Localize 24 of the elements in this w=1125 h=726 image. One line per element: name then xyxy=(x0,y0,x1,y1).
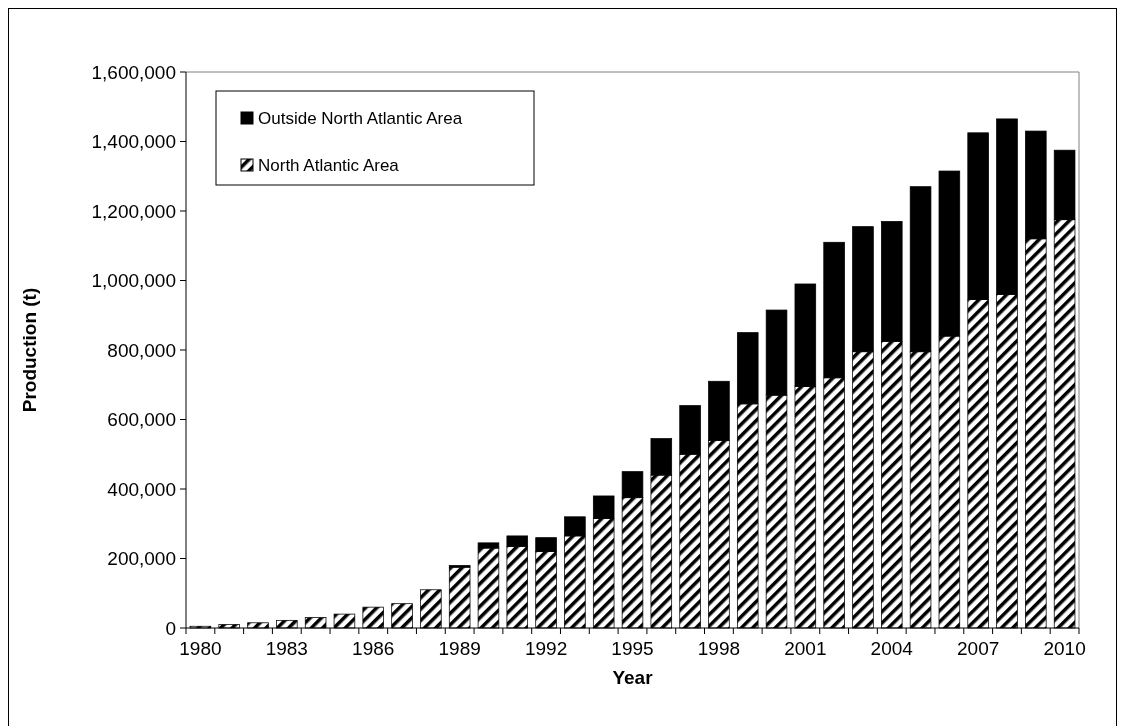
x-tick-label: 1992 xyxy=(524,638,568,659)
y-tick-label: 400,000 xyxy=(107,478,176,500)
y-tick-label: 800,000 xyxy=(107,339,176,361)
x-tick-label: 1980 xyxy=(179,638,222,659)
x-tick-label: 2010 xyxy=(1043,638,1086,659)
x-tick-label: 2001 xyxy=(784,638,827,659)
legend-label: North Atlantic Area xyxy=(258,155,400,175)
x-tick-label: 2004 xyxy=(870,638,914,659)
y-tick-label: 0 xyxy=(165,617,176,639)
x-tick-label: 1989 xyxy=(438,638,481,659)
x-tick-label: 1995 xyxy=(611,638,654,659)
x-tick-label: 2007 xyxy=(957,638,1000,659)
y-tick-label: 1,200,000 xyxy=(91,200,176,222)
y-tick-label: 600,000 xyxy=(107,409,176,431)
y-tick-label: 1,600,000 xyxy=(91,61,176,83)
y-axis-title: Production (t) xyxy=(19,287,40,413)
x-tick-label: 1986 xyxy=(352,638,395,659)
x-axis-title: Year xyxy=(612,667,654,688)
y-tick-label: 1,400,000 xyxy=(91,131,176,153)
legend-label: Outside North Atlantic Area xyxy=(258,108,463,128)
x-tick-label: 1998 xyxy=(697,638,741,659)
x-tick-label: 1983 xyxy=(265,638,308,659)
y-tick-label: 200,000 xyxy=(107,548,176,570)
y-tick-label: 1,000,000 xyxy=(91,270,176,292)
